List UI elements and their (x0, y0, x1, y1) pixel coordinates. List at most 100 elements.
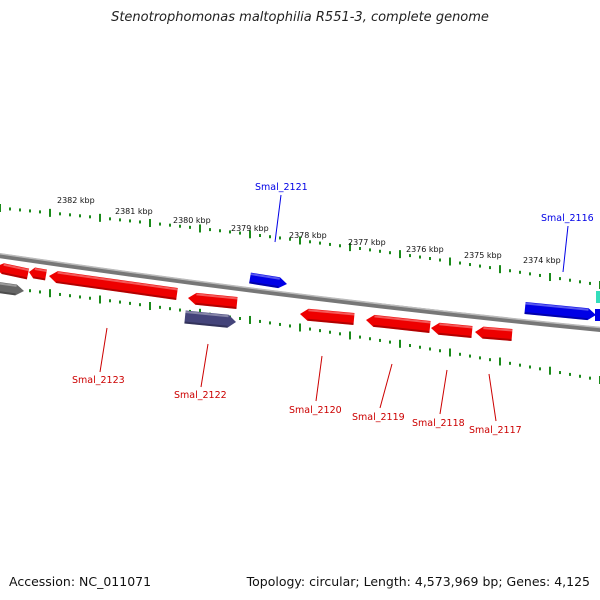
outer-tick (369, 248, 371, 252)
gene-label-reverse[interactable]: Smal_2120 (289, 355, 342, 416)
inner-tick (529, 365, 531, 369)
outer-tick (509, 269, 511, 273)
inner-tick (249, 315, 251, 324)
inner-tick (589, 376, 591, 380)
inner-tick (479, 356, 481, 360)
inner-tick (49, 289, 51, 298)
svg-text:Smal_2118: Smal_2118 (412, 418, 465, 429)
outer-tick (19, 208, 21, 212)
outer-tick (69, 213, 71, 217)
outer-tick (419, 255, 421, 259)
outer-tick (479, 264, 481, 268)
inner-tick (369, 337, 371, 341)
gene-label-reverse[interactable]: Smal_2118 (412, 369, 465, 429)
svg-text:Smal_2123: Smal_2123 (72, 375, 125, 386)
inner-tick (289, 324, 291, 328)
inner-tick (439, 349, 441, 353)
inner-tick (299, 323, 301, 332)
outer-tick (569, 278, 571, 282)
gene-labels: Smal_2121 Smal_2116 Smal_2123 Smal_2122 Smal… (72, 182, 594, 436)
inner-tick (309, 327, 311, 331)
gene-label-reverse[interactable]: Smal_2119 (352, 363, 405, 423)
gene-arrow-forward[interactable] (524, 302, 596, 321)
gene-label-forward[interactable]: Smal_2116 (541, 213, 594, 273)
gene-arrow-other[interactable] (0, 281, 25, 297)
inner-tick (149, 302, 151, 311)
inner-tick (349, 331, 351, 340)
genome-summary: Topology: circular; Length: 4,573,969 bp… (246, 574, 590, 589)
inner-tick (59, 292, 61, 296)
inner-tick (499, 357, 501, 366)
outer-tick (49, 208, 51, 217)
gene-arrow-reverse[interactable] (28, 267, 47, 281)
scale-label: 2378 kbp (289, 231, 327, 240)
scale-label: 2379 kbp (231, 224, 269, 233)
outer-tick (169, 223, 171, 227)
gene-arrow-partial[interactable] (596, 291, 600, 303)
accession-label: Accession: NC_011071 (9, 574, 152, 589)
inner-tick (119, 300, 121, 304)
gene-arrow-partial[interactable] (595, 309, 600, 321)
gene-arrow-reverse[interactable] (475, 326, 513, 341)
outer-tick (29, 209, 31, 213)
outer-tick (129, 219, 131, 223)
gene-arrow-reverse[interactable] (430, 322, 473, 338)
gene-label-reverse[interactable]: Smal_2123 (72, 327, 125, 386)
scale-label: 2376 kbp (406, 245, 444, 254)
inner-tick (419, 345, 421, 349)
outer-tick (439, 258, 441, 262)
gene-label-reverse[interactable]: Smal_2122 (174, 343, 227, 401)
outer-tick (149, 219, 151, 228)
gene-arrow-reverse[interactable] (0, 262, 30, 280)
inner-tick (569, 372, 571, 376)
outer-tick (379, 249, 381, 253)
svg-text:Smal_2116: Smal_2116 (541, 213, 594, 224)
outer-tick (179, 224, 181, 228)
scale-label: 2374 kbp (523, 256, 561, 265)
outer-tick (59, 212, 61, 216)
svg-text:Smal_2122: Smal_2122 (174, 390, 227, 401)
inner-tick (259, 319, 261, 323)
gene-arrow-reverse[interactable] (365, 314, 431, 333)
outer-tick (589, 281, 591, 285)
gene-label-forward[interactable]: Smal_2121 (255, 182, 308, 243)
gene-arrow-other[interactable] (184, 310, 236, 329)
outer-tick (189, 225, 191, 229)
outer-tick (39, 210, 41, 214)
scale-label: 2381 kbp (115, 207, 153, 216)
inner-tick (409, 344, 411, 348)
gene-arrow-reverse[interactable] (187, 292, 238, 309)
outer-tick (269, 235, 271, 239)
outer-tick (399, 250, 401, 259)
inner-tick (279, 322, 281, 326)
inner-tick (329, 330, 331, 334)
genome-backbone-highlight (0, 252, 600, 329)
inner-tick (79, 295, 81, 299)
outer-tick (79, 214, 81, 218)
inner-tick (459, 352, 461, 356)
outer-tick (499, 265, 501, 274)
scale-label: 2382 kbp (57, 196, 95, 205)
outer-tick (289, 237, 291, 241)
outer-tick (359, 246, 361, 250)
outer-tick (259, 233, 261, 237)
outer-tick (109, 217, 111, 221)
inner-tick (359, 335, 361, 339)
gene-arrow-forward[interactable] (249, 272, 288, 290)
inner-tick (29, 289, 31, 293)
svg-text:Smal_2117: Smal_2117 (469, 425, 522, 436)
outer-tick (199, 224, 201, 233)
inner-tick (99, 295, 101, 304)
gene-arrow-reverse[interactable] (299, 308, 355, 325)
inner-tick (139, 303, 141, 307)
svg-text:Smal_2120: Smal_2120 (289, 405, 342, 416)
gene-label-reverse[interactable]: Smal_2117 (469, 373, 522, 436)
gene-arrow-reverse[interactable] (48, 270, 178, 300)
outer-tick (309, 240, 311, 244)
inner-tick (389, 340, 391, 344)
outer-tick (459, 261, 461, 265)
outer-tick (279, 236, 281, 240)
outer-tick (329, 242, 331, 246)
inner-tick (109, 299, 111, 303)
